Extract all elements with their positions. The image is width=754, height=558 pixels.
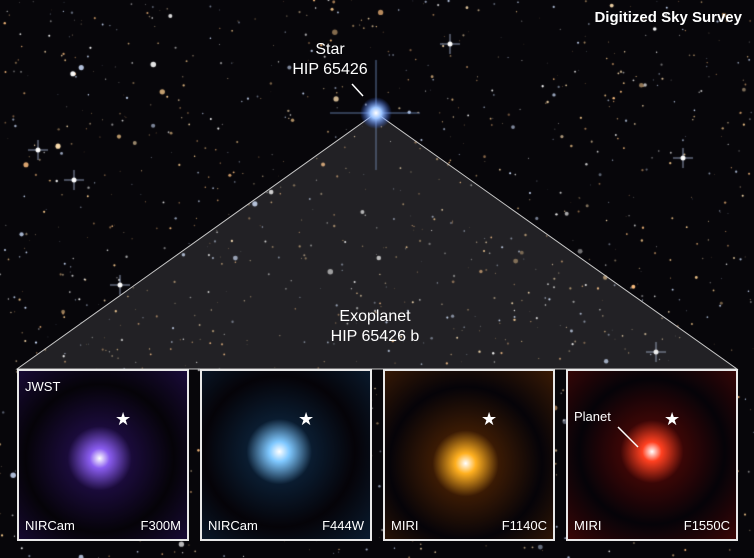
- exoplanet-label: Exoplanet HIP 65426 b: [290, 307, 460, 347]
- telescope-label: JWST: [25, 379, 61, 394]
- star-icon: ★: [115, 409, 132, 429]
- star-icon: ★: [664, 409, 681, 429]
- zoom-cone-shape: [15, 112, 739, 370]
- exoplanet-label-line1: Exoplanet: [339, 308, 411, 325]
- host-star: [360, 97, 392, 129]
- instrument-label: NIRCam: [25, 518, 75, 533]
- panel-miri-f1550c: Planet ★ MIRI F1550C: [566, 369, 738, 541]
- panel-miri-f1140c: ★ MIRI F1140C: [383, 369, 555, 541]
- star-icon: ★: [298, 409, 315, 429]
- planet-annotation: Planet: [574, 409, 611, 424]
- star-icon: ★: [481, 409, 498, 429]
- filter-label: F300M: [140, 518, 181, 533]
- star-label: Star HIP 65426: [250, 40, 410, 80]
- panel-nircam-f444w: ★ NIRCam F444W: [200, 369, 372, 541]
- instrument-label: MIRI: [391, 518, 419, 533]
- star-label-line1: Star: [315, 41, 345, 58]
- filter-label: F1140C: [501, 518, 547, 533]
- instrument-label: NIRCam: [208, 518, 258, 533]
- instrument-label: MIRI: [574, 518, 602, 533]
- panel-nircam-f300m: JWST ★ NIRCam F300M: [17, 369, 189, 541]
- source-label: Digitized Sky Survey: [594, 9, 742, 26]
- planet-pointer: [617, 426, 639, 448]
- star-label-line2: HIP 65426: [292, 61, 368, 78]
- exoplanet-label-line2: HIP 65426 b: [330, 328, 420, 345]
- filter-label: F444W: [322, 518, 364, 533]
- filter-label: F1550C: [683, 518, 730, 533]
- star-pointer-line: [351, 83, 364, 97]
